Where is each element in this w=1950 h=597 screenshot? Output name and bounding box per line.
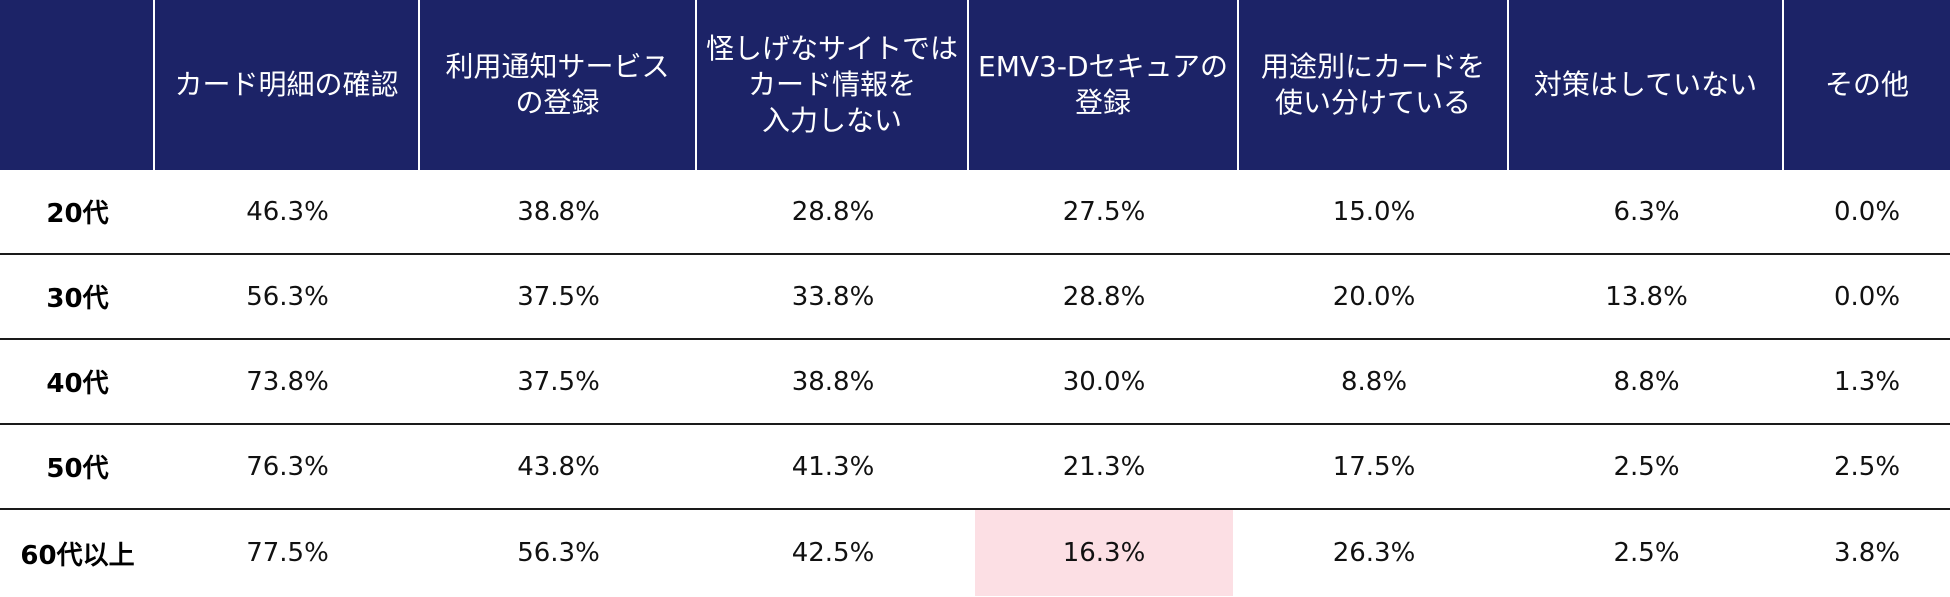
table-cell: 77.5% <box>246 538 329 568</box>
header-no-measures: 対策はしていない <box>1509 0 1784 170</box>
table-cell: 2.5% <box>1613 451 1680 482</box>
table-cell: 30.0% <box>1062 366 1146 397</box>
highlighted-cell: 16.3% <box>975 510 1233 596</box>
table-cell: 37.5% <box>517 281 600 312</box>
header-separate-cards: 用途別にカードを 使い分けている <box>1239 0 1509 170</box>
row-label: 40代 <box>46 369 109 399</box>
table-cell: 15.0% <box>1332 196 1416 227</box>
table-cell: 0.0% <box>1833 196 1901 227</box>
table-cell: 28.8% <box>791 196 875 227</box>
table-cell: 13.8% <box>1605 281 1688 312</box>
table-cell: 21.3% <box>1062 451 1146 482</box>
table-cell: 27.5% <box>1062 196 1146 227</box>
table-row: 50代 76.3% 43.8% 41.3% 21.3% 17.5% 2.5% 2… <box>0 425 1950 510</box>
table-cell: 2.5% <box>1613 538 1680 568</box>
row-label: 50代 <box>46 454 109 484</box>
header-corner <box>0 0 155 170</box>
table-cell: 2.5% <box>1833 451 1901 482</box>
row-label: 30代 <box>46 284 109 314</box>
table-cell: 28.8% <box>1062 281 1146 312</box>
table-cell: 43.8% <box>517 451 600 482</box>
row-label: 60代以上 <box>20 540 135 571</box>
table-cell: 42.5% <box>791 538 875 568</box>
table-cell: 73.8% <box>246 366 329 397</box>
table-cell: 26.3% <box>1332 538 1416 568</box>
table-cell: 37.5% <box>517 366 600 397</box>
table-cell: 6.3% <box>1613 196 1680 227</box>
table-cell: 33.8% <box>791 281 875 312</box>
table-cell: 8.8% <box>1340 366 1408 397</box>
header-notification-service: 利用通知サービス の登録 <box>420 0 697 170</box>
table-cell: 0.0% <box>1833 281 1901 312</box>
table-cell: 38.8% <box>517 196 600 227</box>
table-row: 30代 56.3% 37.5% 33.8% 28.8% 20.0% 13.8% … <box>0 255 1950 340</box>
header-other: その他 <box>1824 68 1909 101</box>
table-row: 40代 73.8% 37.5% 38.8% 30.0% 8.8% 8.8% 1.… <box>0 340 1950 425</box>
table-cell: 8.8% <box>1613 366 1680 397</box>
table-cell: 76.3% <box>246 451 329 482</box>
header-card-statement: カード明細の確認 <box>155 0 420 170</box>
table-cell: 1.3% <box>1833 366 1901 397</box>
table-cell: 17.5% <box>1332 451 1416 482</box>
table-cell: 46.3% <box>246 196 329 227</box>
row-label: 20代 <box>46 199 109 229</box>
table-cell: 41.3% <box>791 451 875 482</box>
table-cell: 38.8% <box>791 366 875 397</box>
table-cell: 20.0% <box>1332 281 1416 312</box>
table-row: 60代以上 77.5% 56.3% 42.5% 16.3% 26.3% 2.5%… <box>0 510 1950 596</box>
table-row: 20代 46.3% 38.8% 28.8% 27.5% 15.0% 6.3% 0… <box>0 170 1950 255</box>
table-cell: 3.8% <box>1833 538 1901 568</box>
table-cell: 56.3% <box>246 281 329 312</box>
table-header: カード明細の確認 利用通知サービス の登録 怪しげなサイトでは カード情報を 入… <box>0 0 1950 170</box>
table-cell: 56.3% <box>517 538 600 568</box>
header-suspicious-site: 怪しげなサイトでは カード情報を 入力しない <box>697 0 969 170</box>
header-emv3ds: EMV3-Dセキュアの 登録 <box>969 0 1239 170</box>
